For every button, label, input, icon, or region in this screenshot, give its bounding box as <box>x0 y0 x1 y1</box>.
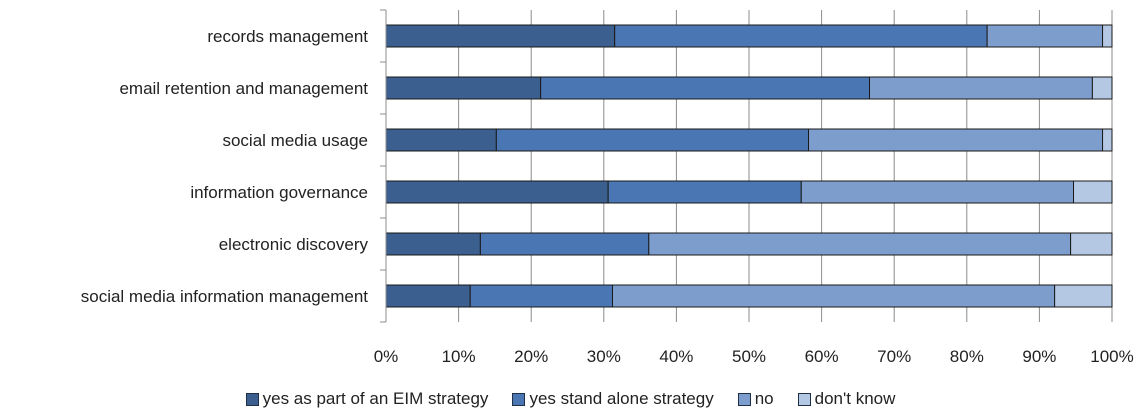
x-tick-label: 60% <box>805 347 839 366</box>
bar-segment <box>614 24 988 48</box>
x-tick-label: 50% <box>732 347 766 366</box>
bar-segment <box>800 180 1075 204</box>
bar-segment <box>1102 128 1113 152</box>
legend-label: yes as part of an EIM strategy <box>262 389 489 408</box>
legend-item: no <box>737 389 774 409</box>
bar-segment <box>385 24 616 48</box>
legend-label: no <box>754 389 774 408</box>
bar-segment <box>385 284 471 308</box>
bar-segment <box>469 284 614 308</box>
legend-swatch <box>512 392 526 406</box>
bar-segment <box>1070 232 1113 256</box>
x-tick-label: 80% <box>950 347 984 366</box>
x-tick-labels: 0% 10% 20% 30% 40% 50% 60% 70% 80% 90% 100% <box>374 347 1134 366</box>
category-label: records management <box>207 27 368 46</box>
bar-segment <box>1073 180 1113 204</box>
gridlines <box>458 10 1113 322</box>
category-label: social media usage <box>222 131 368 150</box>
bar-segment <box>385 180 609 204</box>
category-label: electronic discovery <box>219 235 369 254</box>
bar-segment <box>1054 284 1113 308</box>
stacked-bar-chart: records management email retention and ma… <box>81 9 1134 366</box>
bar-segment <box>648 232 1072 256</box>
legend-swatch <box>245 392 259 406</box>
category-label: social media information management <box>81 287 369 306</box>
legend: yes as part of an EIM strategy yes stand … <box>0 386 1141 412</box>
bar-segment <box>385 76 542 100</box>
bar-segment <box>1091 76 1113 100</box>
bar-segment <box>869 76 1093 100</box>
bar-segment <box>607 180 802 204</box>
bar-segment <box>612 284 1056 308</box>
bars <box>385 24 1113 308</box>
category-labels: records management email retention and ma… <box>81 27 369 306</box>
bar-segment <box>385 128 497 152</box>
bar-segment <box>986 24 1104 48</box>
x-tick-label: 70% <box>877 347 911 366</box>
legend-swatch <box>737 392 751 406</box>
x-tick-label: 100% <box>1090 347 1133 366</box>
x-tick-label: 20% <box>514 347 548 366</box>
x-tick-label: 10% <box>442 347 476 366</box>
category-label: information governance <box>190 183 368 202</box>
bar-segment <box>495 128 810 152</box>
legend-item: yes stand alone strategy <box>512 389 714 409</box>
bar-segment <box>808 128 1104 152</box>
bar-segment <box>1102 24 1113 48</box>
x-tick-label: 0% <box>374 347 399 366</box>
x-tick-label: 40% <box>659 347 693 366</box>
x-tick-label: 30% <box>587 347 621 366</box>
bar-segment <box>479 232 650 256</box>
bar-segment <box>540 76 871 100</box>
x-tick-label: 90% <box>1022 347 1056 366</box>
legend-swatch <box>797 392 811 406</box>
axes <box>380 9 387 323</box>
legend-label: yes stand alone strategy <box>529 389 714 408</box>
legend-item: yes as part of an EIM strategy <box>245 389 489 409</box>
legend-item: don't know <box>797 389 896 409</box>
legend-label: don't know <box>814 389 896 408</box>
category-label: email retention and management <box>119 79 368 98</box>
bar-segment <box>385 232 481 256</box>
